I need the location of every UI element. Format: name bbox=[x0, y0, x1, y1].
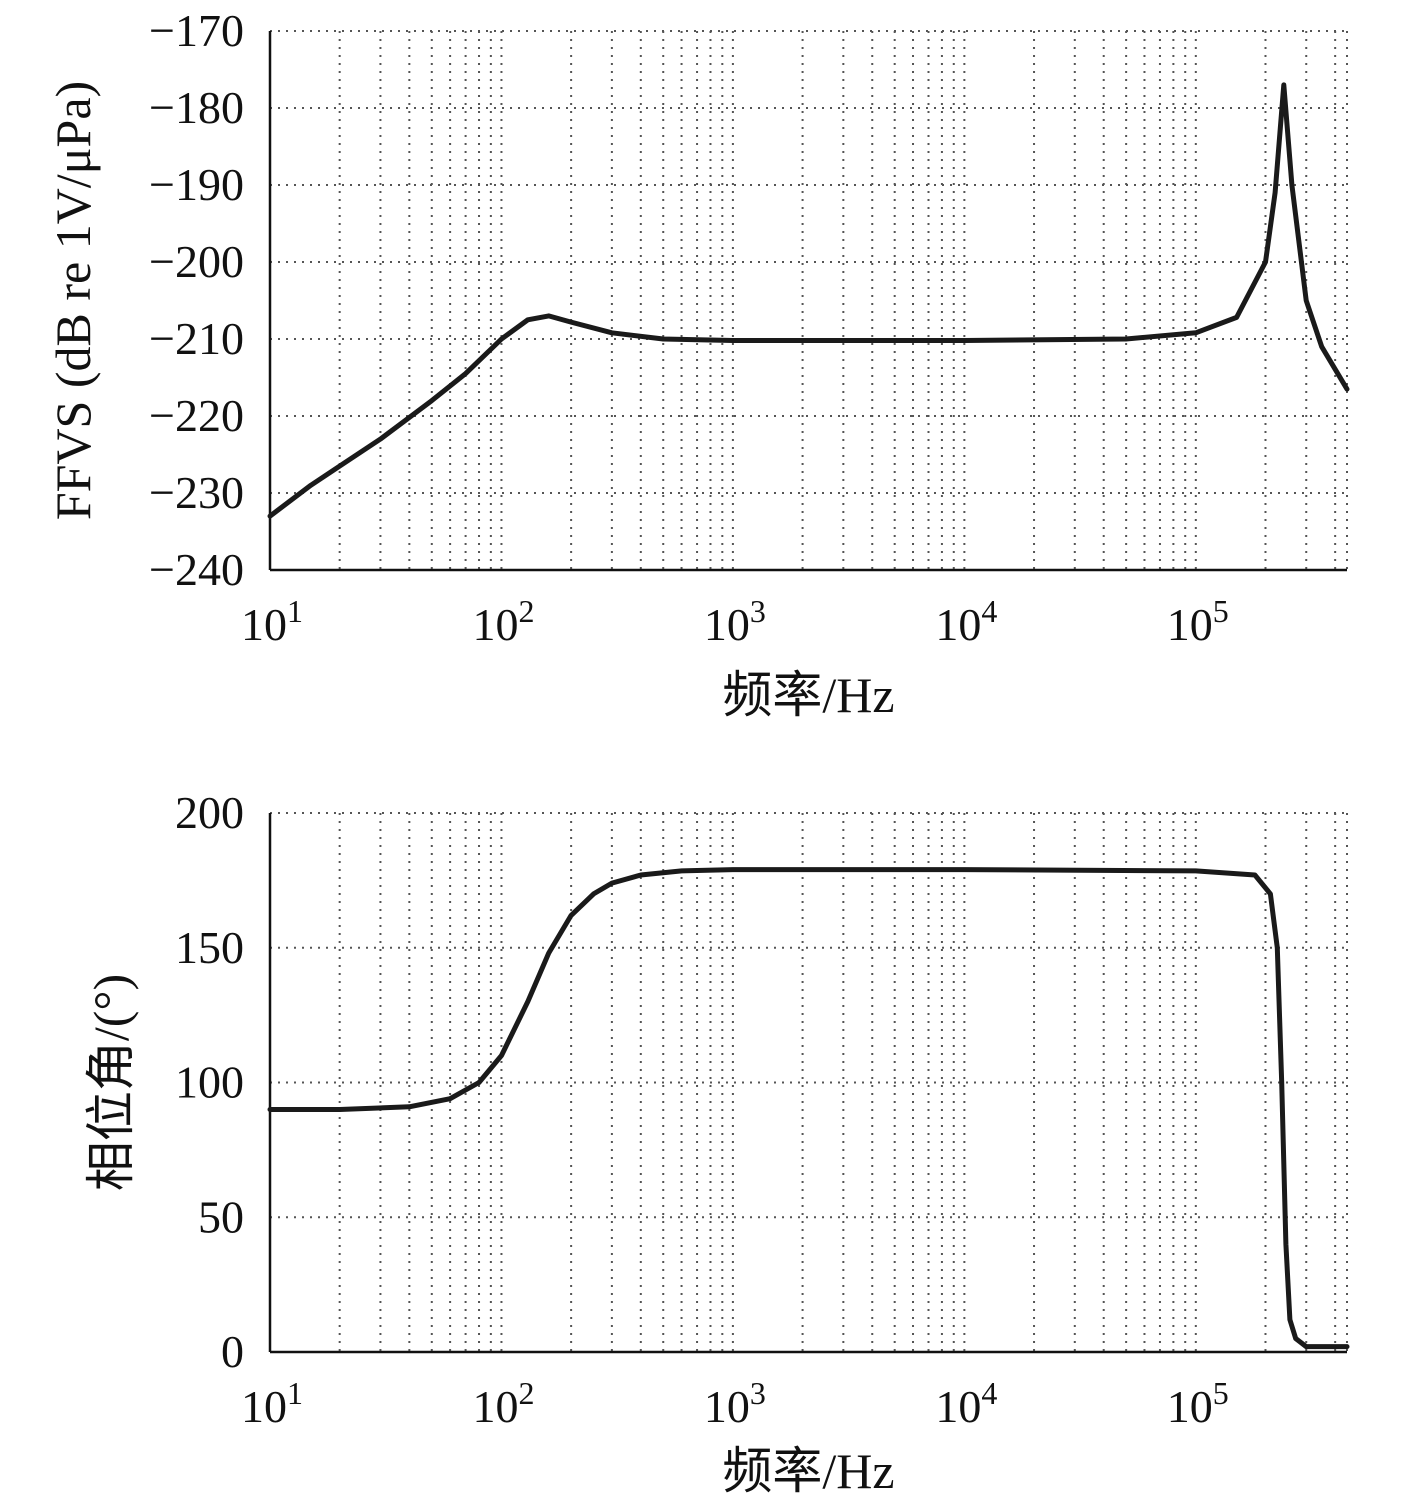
x-tick-label: 104 bbox=[935, 1375, 997, 1432]
y-tick-label: −180 bbox=[149, 82, 244, 133]
x-tick-label: 105 bbox=[1167, 1375, 1229, 1432]
y-tick-label: −200 bbox=[149, 236, 244, 287]
y-tick-label: −170 bbox=[149, 5, 244, 56]
y-tick-label: 0 bbox=[221, 1326, 244, 1377]
y-tick-label: 50 bbox=[198, 1191, 244, 1242]
phase-series-line bbox=[267, 867, 1350, 1350]
x-tick-label: 101 bbox=[241, 1375, 303, 1432]
x-axis-label: 频率/Hz bbox=[722, 667, 894, 723]
x-axis-label: 频率/Hz bbox=[722, 1443, 894, 1499]
x-tick-label: 102 bbox=[472, 1375, 534, 1432]
y-axis-label: 相位角/(°) bbox=[83, 974, 139, 1191]
y-tick-label: −240 bbox=[149, 544, 244, 595]
chart-phase: 0 50 100 150 200 101 102 103 104 105 频率/Hz 相位角/(°) bbox=[83, 787, 1350, 1499]
y-tick-label: 150 bbox=[175, 922, 244, 973]
y-tick-label: 100 bbox=[175, 1057, 244, 1108]
x-tick-label: 103 bbox=[704, 1375, 766, 1432]
x-tick-label: 102 bbox=[472, 593, 534, 650]
y-tick-label: −210 bbox=[149, 313, 244, 364]
y-tick-label: −190 bbox=[149, 159, 244, 210]
x-tick-label: 101 bbox=[241, 593, 303, 650]
y-tick-label: −220 bbox=[149, 390, 244, 441]
y-axis-label: FFVS (dB re 1V/μPa) bbox=[45, 81, 101, 520]
y-tick-label: −230 bbox=[149, 467, 244, 518]
ffvs-series-line bbox=[267, 82, 1350, 519]
y-tick-label: 200 bbox=[175, 787, 244, 838]
x-tick-label: 105 bbox=[1167, 593, 1229, 650]
x-tick-label: 104 bbox=[935, 593, 997, 650]
x-tick-label: 103 bbox=[704, 593, 766, 650]
